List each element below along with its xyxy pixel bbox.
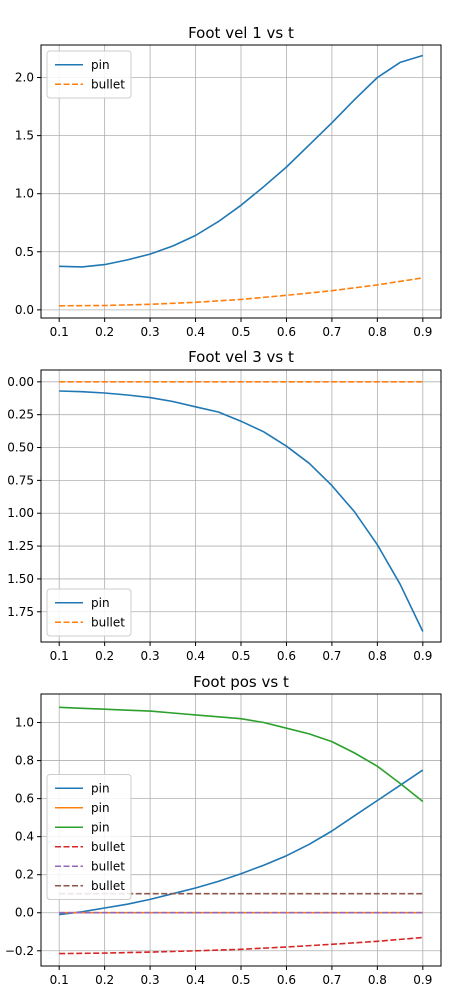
x-tick-label: 0.9: [413, 325, 432, 339]
legend-box: [46, 774, 132, 900]
chart-3: Foot pos vs t 0.1 0.2 0.3 0.4 0.5 0.6 0.7 0.8 0.9…: [5, 673, 442, 987]
legend: pin pin pin bullet bullet bullet: [46, 774, 132, 900]
series-group: [59, 380, 424, 632]
x-tick-label: 0.1: [50, 973, 69, 987]
x-tick-label: 0.1: [50, 325, 69, 339]
y-tick-label: 1.50: [7, 572, 34, 586]
x-tick-label: 0.9: [413, 973, 432, 987]
series-group: [59, 706, 424, 955]
x-tick-label: 0.7: [322, 325, 341, 339]
series-line-bullet-4: [59, 936, 423, 955]
chart-1: Foot vel 1 vs t 0.1 0.2 0.3 0.4 0.5 0.6 0.7 0.8 0…: [15, 24, 442, 339]
y-tick-label: 1.5: [15, 129, 34, 143]
legend: pin bullet: [46, 50, 132, 99]
series-line-pin-1: [59, 54, 424, 268]
x-tick-label: 0.2: [95, 325, 114, 339]
chart-title: Foot vel 3 vs t: [188, 348, 294, 366]
series-group: [59, 54, 424, 307]
x-tick-label: 0.9: [413, 649, 432, 663]
y-tick-label: 0.5: [15, 245, 34, 259]
x-tick-label: 0.2: [95, 973, 114, 987]
y-tick-label: 0.50: [7, 441, 34, 455]
y-tick-label: 1.0: [15, 187, 34, 201]
series-line-pin-1: [59, 769, 424, 916]
legend-label: pin: [91, 596, 110, 610]
chart-title: Foot pos vs t: [193, 673, 289, 691]
y-tick-label: 2.0: [15, 71, 34, 85]
y-tick-label: 1.0: [15, 716, 34, 730]
chart-title: Foot vel 1 vs t: [188, 24, 294, 42]
x-tick-label: 0.6: [277, 649, 296, 663]
legend-label: bullet: [91, 859, 125, 873]
y-tick-label: 1.00: [7, 506, 34, 520]
legend-label: pin: [91, 58, 110, 72]
x-tick-label: 0.6: [277, 973, 296, 987]
legend-label: pin: [91, 781, 110, 795]
legend-label: bullet: [91, 77, 125, 91]
chart-2: Foot vel 3 vs t 0.1 0.2 0.3 0.4 0.5 0.6 0.7 0.8 0…: [7, 348, 442, 663]
x-tick-label: 0.8: [368, 325, 387, 339]
y-tick-label: 0.0: [15, 303, 34, 317]
x-tick-label: 0.7: [322, 973, 341, 987]
y-tick-label: 0.6: [15, 792, 34, 806]
y-tick-label: 0.2: [15, 868, 34, 882]
x-tick-label: 0.5: [231, 973, 250, 987]
y-tick-label: 1.25: [7, 539, 34, 553]
y-tick-label: 0.00: [7, 375, 34, 389]
x-tick-label: 0.7: [322, 649, 341, 663]
y-tick-label: −0.2: [5, 944, 34, 958]
y-tick-label: 1.75: [7, 605, 34, 619]
legend: pin bullet: [46, 588, 132, 637]
series-line-pin-3: [59, 706, 424, 803]
x-tick-label: 0.3: [141, 325, 160, 339]
series-line-pin-1: [59, 390, 424, 632]
x-tick-label: 0.4: [186, 973, 205, 987]
y-tick-label: 0.4: [15, 830, 34, 844]
x-tick-label: 0.5: [231, 649, 250, 663]
y-tick-label: 0.0: [15, 906, 34, 920]
x-tick-label: 0.6: [277, 325, 296, 339]
y-tick-label: 0.25: [7, 408, 34, 422]
legend-box: [46, 588, 132, 637]
x-tick-label: 0.8: [368, 973, 387, 987]
x-tick-label: 0.3: [141, 649, 160, 663]
legend-label: bullet: [91, 840, 125, 854]
legend-box: [46, 50, 132, 99]
y-tick-label: 0.8: [15, 754, 34, 768]
legend-label: pin: [91, 801, 110, 815]
x-tick-label: 0.3: [141, 973, 160, 987]
x-tick-label: 0.4: [186, 325, 205, 339]
y-tick-label: 0.75: [7, 473, 34, 487]
x-tick-label: 0.5: [231, 325, 250, 339]
x-tick-label: 0.1: [50, 649, 69, 663]
x-tick-label: 0.8: [368, 649, 387, 663]
grid: [41, 45, 441, 318]
x-tick-label: 0.4: [186, 649, 205, 663]
legend-label: bullet: [91, 879, 125, 893]
legend-label: pin: [91, 820, 110, 834]
series-line-bullet-2: [59, 277, 423, 307]
legend-label: bullet: [91, 615, 125, 629]
x-tick-label: 0.2: [95, 649, 114, 663]
